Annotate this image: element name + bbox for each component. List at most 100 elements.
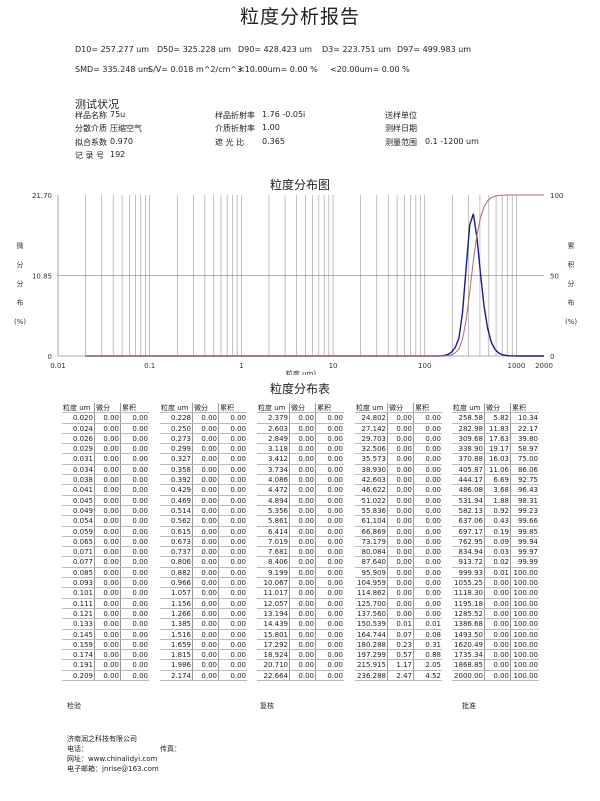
cumulative-cell: 0.00 <box>230 476 246 485</box>
cumulative-cell: 96.43 <box>517 486 538 495</box>
column-header: 粒度 um <box>62 403 95 413</box>
differential-cell: 16.03 <box>485 454 511 464</box>
cumulative-cell: 0.00 <box>230 414 246 423</box>
y-axis-label-left: 布 <box>17 298 24 307</box>
column-header: 粒度 um <box>160 403 193 413</box>
table-row: 1.057 0.00 0.00 <box>160 588 247 599</box>
differential-cell: 0.00 <box>290 547 316 557</box>
size-cell: 1386.68 <box>452 619 485 629</box>
table-row: 27.142 0.00 0.00 <box>355 423 442 434</box>
size-cell: 137.560 <box>355 608 388 619</box>
stat-smd: SMD= 335.248 um <box>75 65 151 74</box>
size-cell: 1.057 <box>160 588 193 598</box>
differential-cell: 0.00 <box>193 629 219 639</box>
size-cell: 1195.18 <box>452 598 485 608</box>
cumulative-cell: 100.00 <box>513 568 539 577</box>
differential-cell: 0.00 <box>95 557 121 567</box>
table-title: 粒度分布表 <box>269 382 330 396</box>
size-cell: 87.640 <box>355 557 388 567</box>
table-row: 0.228 0.00 0.00 <box>160 413 247 424</box>
size-cell: 258.58 <box>452 413 485 423</box>
differential-cell: 0.00 <box>485 660 511 670</box>
cumulative-cell: 0.00 <box>327 414 343 423</box>
differential-cell: 0.00 <box>95 547 121 557</box>
cumulative-cell: 0.00 <box>327 579 343 588</box>
table-row: 0.020 0.00 0.00 <box>62 413 149 424</box>
cumulative-cell: 0.00 <box>230 599 246 608</box>
differential-cell: 0.00 <box>95 650 121 660</box>
differential-cell: 0.00 <box>290 526 316 536</box>
differential-cell: 0.00 <box>95 598 121 608</box>
cumulative-cell: 0.00 <box>132 434 148 443</box>
cumulative-cell: 0.00 <box>327 486 343 495</box>
company-email: 电子邮箱：jnrise@163.com <box>67 765 159 773</box>
table-row: 0.111 0.00 0.00 <box>62 598 149 609</box>
cumulative-cell: 100.00 <box>513 620 539 629</box>
differential-cell: 0.00 <box>193 433 219 444</box>
y-tick-label-left: 10.85 <box>32 273 52 281</box>
differential-cell: 0.00 <box>290 608 316 619</box>
size-cell: 180.288 <box>355 639 388 650</box>
table-row: 309.68 17.63 39.80 <box>452 433 539 445</box>
cumulative-cell: 0.00 <box>327 445 343 454</box>
cumulative-cell: 0.00 <box>132 506 148 515</box>
column-header: 粒度 um <box>257 403 290 413</box>
table-row: 1620.49 0.00 100.00 <box>452 639 539 651</box>
cumulative-cell: 0.00 <box>425 599 441 608</box>
cumulative-cell: 0.00 <box>132 620 148 629</box>
differential-cell: 0.00 <box>193 588 219 598</box>
y-axis-label-right: 积 <box>568 260 575 269</box>
size-cell: 1118.30 <box>452 588 485 598</box>
cumulative-cell: 0.00 <box>425 568 441 577</box>
size-cell: 0.071 <box>62 547 95 557</box>
differential-cell: 6.69 <box>485 475 511 485</box>
size-cell: 14.439 <box>257 619 290 629</box>
table-row: 22.664 0.00 0.00 <box>257 670 344 682</box>
size-cell: 7.681 <box>257 547 290 557</box>
size-cell: 29.703 <box>355 433 388 444</box>
table-row: 87.640 0.00 0.00 <box>355 557 442 568</box>
y-tick-label-right: 100 <box>550 192 563 200</box>
size-cell: 2.849 <box>257 433 290 444</box>
table-row: 137.560 0.00 0.00 <box>355 608 442 620</box>
differential-cell: 0.00 <box>485 629 511 639</box>
differential-cell: 0.00 <box>95 629 121 639</box>
cumulative-cell: 0.00 <box>327 506 343 515</box>
differential-cell: 19.17 <box>485 444 511 454</box>
info-value: 压缩空气 <box>110 124 142 134</box>
table-row: 20.710 0.00 0.00 <box>257 660 344 671</box>
differential-cell: 0.00 <box>388 536 414 547</box>
table-row: 1493.50 0.00 100.00 <box>452 629 539 640</box>
size-cell: 17.292 <box>257 639 290 650</box>
size-cell: 1.156 <box>160 598 193 608</box>
size-cell: 22.664 <box>257 670 290 681</box>
size-cell: 1735.34 <box>452 650 485 660</box>
table-row: 0.429 0.00 0.00 <box>160 485 247 496</box>
table-row: 1386.68 0.00 100.00 <box>452 619 539 630</box>
table-row: 0.209 0.00 0.00 <box>62 670 149 682</box>
size-cell: 0.093 <box>62 578 95 588</box>
cumulative-cell: 0.00 <box>230 671 246 680</box>
cumulative-cell: 0.00 <box>132 517 148 526</box>
table-row: 1.385 0.00 0.00 <box>160 619 247 630</box>
cumulative-cell: 0.00 <box>132 465 148 474</box>
table-row: 370.88 16.03 75.00 <box>452 454 539 465</box>
table-row: 95.909 0.00 0.00 <box>355 567 442 579</box>
table-row: 2.174 0.00 0.00 <box>160 670 247 682</box>
differential-cell: 0.00 <box>388 495 414 505</box>
differential-cell: 0.00 <box>388 433 414 444</box>
differential-cell: 0.00 <box>290 598 316 608</box>
size-cell: 1620.49 <box>452 639 485 650</box>
table-row: 0.737 0.00 0.00 <box>160 547 247 558</box>
size-cell: 1055.25 <box>452 578 485 588</box>
differential-cell: 5.82 <box>485 413 511 423</box>
table-row: 0.093 0.00 0.00 <box>62 578 149 589</box>
differential-cell: 0.00 <box>485 608 511 619</box>
table-row: 7.681 0.00 0.00 <box>257 547 344 558</box>
table-row: 0.562 0.00 0.00 <box>160 516 247 527</box>
table-row: 8.406 0.00 0.00 <box>257 557 344 568</box>
size-cell: 104.959 <box>355 578 388 588</box>
size-cell: 1.986 <box>160 660 193 670</box>
size-cell: 0.174 <box>62 650 95 660</box>
differential-cell: 0.00 <box>193 516 219 526</box>
